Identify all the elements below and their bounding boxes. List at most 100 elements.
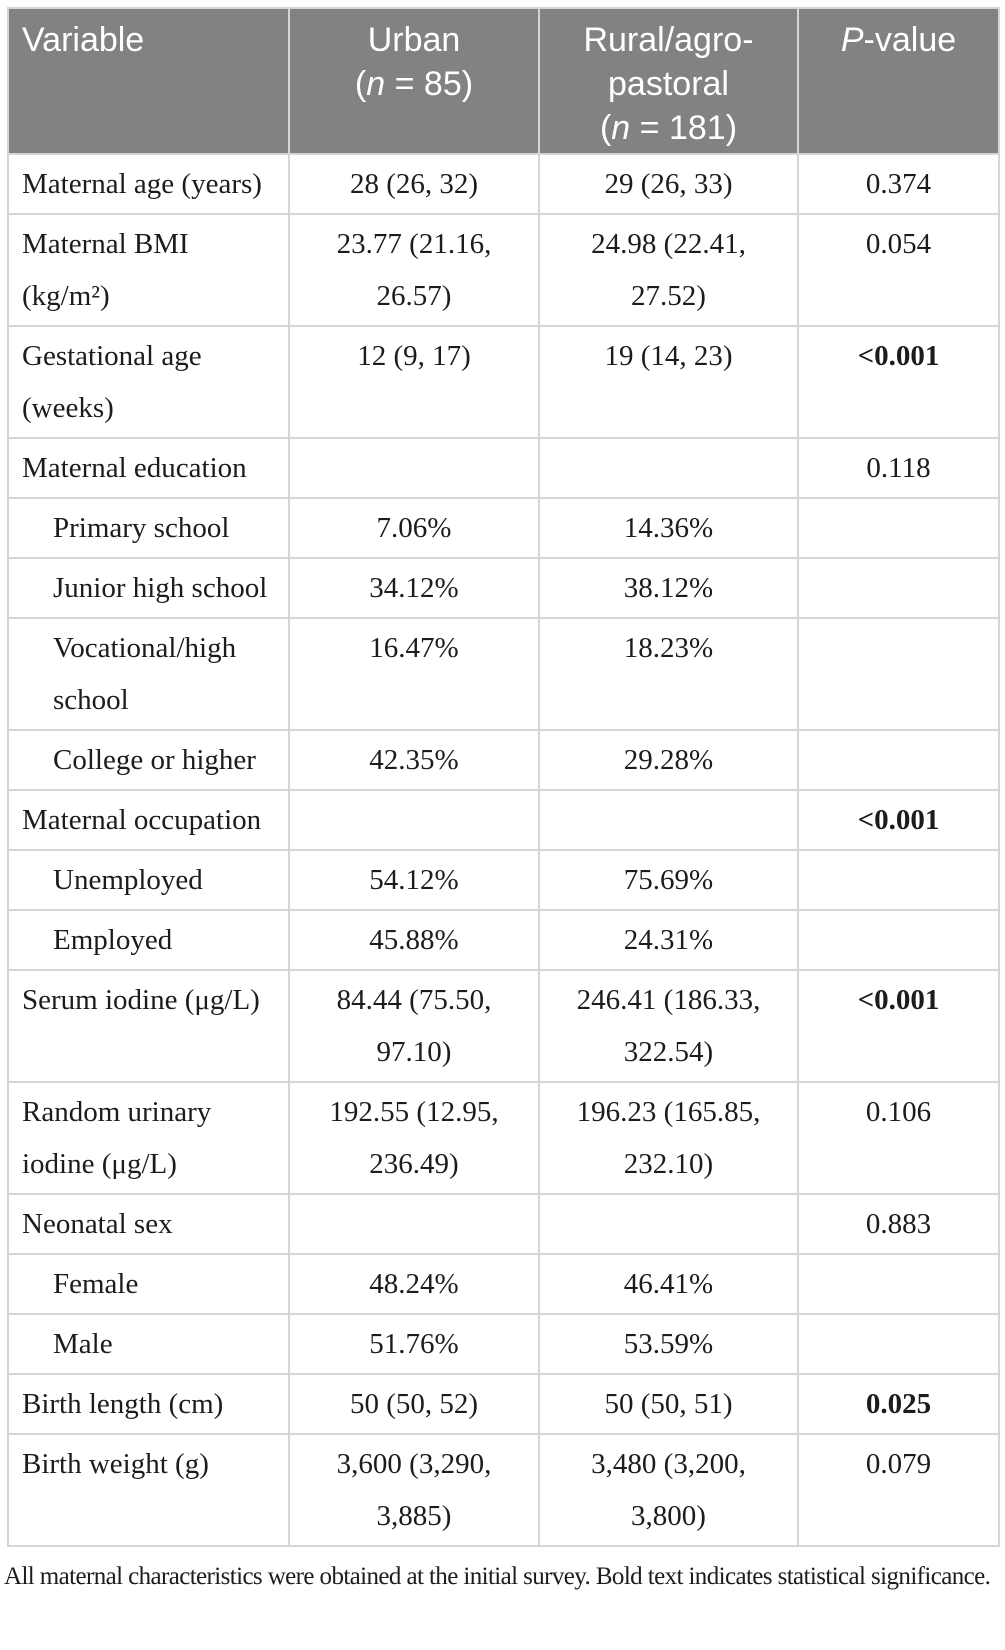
table-row: Maternal BMI (kg/m²) 23.77 (21.16, 26.57) 24… — [7, 213, 1000, 327]
rural-value-cell: 50 (50, 51) — [538, 1373, 799, 1435]
table-row: Neonatal sex 0.883 — [7, 1193, 1000, 1255]
variable-cell: Gestational age (weeks) — [7, 325, 290, 439]
p-value-cell — [797, 617, 1000, 731]
p-value-cell: <0.001 — [797, 969, 1000, 1083]
header-row: Variable Urban (n = 85) Rural/agro-pastor… — [7, 7, 1000, 155]
urban-value-cell: 48.24% — [288, 1253, 540, 1315]
rural-value-cell: 14.36% — [538, 497, 799, 559]
table-row: Birth weight (g) 3,600 (3,290, 3,885) 3,480… — [7, 1433, 1000, 1547]
variable-cell: Random urinary iodine (μg/L) — [7, 1081, 290, 1195]
p-value-cell: 0.054 — [797, 213, 1000, 327]
variable-cell: Serum iodine (μg/L) — [7, 969, 290, 1083]
urban-value-cell: 50 (50, 52) — [288, 1373, 540, 1435]
table-row: Maternal education 0.118 — [7, 437, 1000, 499]
rural-value-cell — [538, 437, 799, 499]
p-value-cell: 0.106 — [797, 1081, 1000, 1195]
urban-value-cell: 42.35% — [288, 729, 540, 791]
table-row: Maternal occupation <0.001 — [7, 789, 1000, 851]
variable-cell: Maternal occupation — [7, 789, 290, 851]
table-header: Variable Urban (n = 85) Rural/agro-pastor… — [7, 7, 1000, 155]
p-value-cell: 0.374 — [797, 153, 1000, 215]
table-row: Maternal age (years) 28 (26, 32) 29 (26, 3… — [7, 153, 1000, 215]
rural-value-cell: 24.98 (22.41, 27.52) — [538, 213, 799, 327]
urban-value-cell: 54.12% — [288, 849, 540, 911]
urban-value-cell: 12 (9, 17) — [288, 325, 540, 439]
rural-value-cell — [538, 1193, 799, 1255]
variable-cell: Primary school — [7, 497, 290, 559]
table-row: Male 51.76% 53.59% — [7, 1313, 1000, 1375]
urban-value-cell: 23.77 (21.16, 26.57) — [288, 213, 540, 327]
variable-cell: Unemployed — [7, 849, 290, 911]
variable-cell: Junior high school — [7, 557, 290, 619]
col-header-pvalue: P-value — [797, 7, 1000, 155]
col-header-variable: Variable — [7, 7, 290, 155]
p-value-cell — [797, 557, 1000, 619]
table-row: Female 48.24% 46.41% — [7, 1253, 1000, 1315]
table-row: Employed 45.88% 24.31% — [7, 909, 1000, 971]
rural-value-cell: 46.41% — [538, 1253, 799, 1315]
characteristics-table: Variable Urban (n = 85) Rural/agro-pastor… — [7, 7, 1000, 1547]
variable-cell: Maternal age (years) — [7, 153, 290, 215]
urban-value-cell: 51.76% — [288, 1313, 540, 1375]
table-row: Serum iodine (μg/L) 84.44 (75.50, 97.10) 24… — [7, 969, 1000, 1083]
rural-value-cell: 29 (26, 33) — [538, 153, 799, 215]
rural-value-cell: 24.31% — [538, 909, 799, 971]
table-row: Random urinary iodine (μg/L) 192.55 (12.95… — [7, 1081, 1000, 1195]
rural-value-cell: 75.69% — [538, 849, 799, 911]
p-value-cell — [797, 909, 1000, 971]
variable-cell: Maternal BMI (kg/m²) — [7, 213, 290, 327]
p-value-cell: <0.001 — [797, 325, 1000, 439]
rural-value-cell: 38.12% — [538, 557, 799, 619]
table-row: Gestational age (weeks) 12 (9, 17) 19 (14, … — [7, 325, 1000, 439]
col-header-rural: Rural/agro-pastoral (n = 181) — [538, 7, 799, 155]
variable-cell: Female — [7, 1253, 290, 1315]
urban-value-cell: 45.88% — [288, 909, 540, 971]
table-row: College or higher 42.35% 29.28% — [7, 729, 1000, 791]
table-footnote: All maternal characteristics were obtain… — [4, 1563, 991, 1590]
col-header-urban: Urban (n = 85) — [288, 7, 540, 155]
urban-value-cell: 28 (26, 32) — [288, 153, 540, 215]
urban-value-cell: 7.06% — [288, 497, 540, 559]
urban-value-cell: 3,600 (3,290, 3,885) — [288, 1433, 540, 1547]
urban-value-cell: 16.47% — [288, 617, 540, 731]
paper-table-figure: Variable Urban (n = 85) Rural/agro-pastor… — [4, 7, 1000, 1590]
rural-value-cell — [538, 789, 799, 851]
p-value-cell: 0.025 — [797, 1373, 1000, 1435]
p-value-cell: 0.883 — [797, 1193, 1000, 1255]
p-value-cell — [797, 849, 1000, 911]
variable-cell: Birth weight (g) — [7, 1433, 290, 1547]
rural-value-cell: 18.23% — [538, 617, 799, 731]
rural-value-cell: 53.59% — [538, 1313, 799, 1375]
urban-value-cell: 34.12% — [288, 557, 540, 619]
table-row: Primary school 7.06% 14.36% — [7, 497, 1000, 559]
p-value-cell: 0.118 — [797, 437, 1000, 499]
variable-cell: Vocational/high school — [7, 617, 290, 731]
variable-cell: College or higher — [7, 729, 290, 791]
rural-value-cell: 3,480 (3,200, 3,800) — [538, 1433, 799, 1547]
rural-value-cell: 29.28% — [538, 729, 799, 791]
rural-value-cell: 196.23 (165.85, 232.10) — [538, 1081, 799, 1195]
p-value-cell — [797, 1313, 1000, 1375]
urban-value-cell: 84.44 (75.50, 97.10) — [288, 969, 540, 1083]
table-row: Vocational/high school 16.47% 18.23% — [7, 617, 1000, 731]
rural-value-cell: 246.41 (186.33, 322.54) — [538, 969, 799, 1083]
urban-value-cell — [288, 789, 540, 851]
p-value-cell — [797, 497, 1000, 559]
urban-value-cell — [288, 1193, 540, 1255]
urban-value-cell — [288, 437, 540, 499]
table-row: Birth length (cm) 50 (50, 52) 50 (50, 51) 0… — [7, 1373, 1000, 1435]
p-value-cell — [797, 1253, 1000, 1315]
p-value-cell: 0.079 — [797, 1433, 1000, 1547]
p-value-cell — [797, 729, 1000, 791]
table-row: Unemployed 54.12% 75.69% — [7, 849, 1000, 911]
rural-value-cell: 19 (14, 23) — [538, 325, 799, 439]
variable-cell: Neonatal sex — [7, 1193, 290, 1255]
variable-cell: Birth length (cm) — [7, 1373, 290, 1435]
variable-cell: Maternal education — [7, 437, 290, 499]
p-value-cell: <0.001 — [797, 789, 1000, 851]
variable-cell: Employed — [7, 909, 290, 971]
table-body: Maternal age (years) 28 (26, 32) 29 (26, 3… — [7, 153, 1000, 1547]
urban-value-cell: 192.55 (12.95, 236.49) — [288, 1081, 540, 1195]
table-row: Junior high school 34.12% 38.12% — [7, 557, 1000, 619]
variable-cell: Male — [7, 1313, 290, 1375]
